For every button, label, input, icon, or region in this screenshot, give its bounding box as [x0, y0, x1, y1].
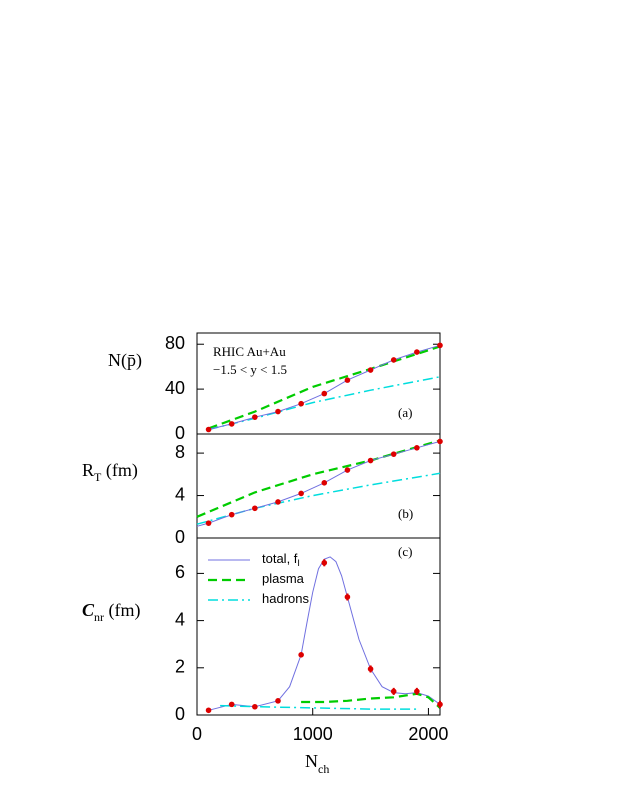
data-point: [321, 390, 328, 397]
data-point: [437, 438, 443, 445]
line: [220, 704, 417, 710]
data-point: [321, 559, 328, 566]
y-tick-label: 2: [175, 657, 185, 677]
x-tick-label: 0: [192, 724, 202, 744]
data-point: [344, 594, 351, 600]
annotation: −1.5 < y < 1.5: [213, 362, 287, 377]
data-point: [437, 342, 443, 349]
x-tick-label: 1000: [293, 724, 333, 744]
data-point: [367, 457, 374, 464]
data-point: [344, 467, 351, 473]
y-tick-label: 4: [175, 609, 185, 629]
panel-label: (a): [398, 405, 412, 420]
data-point: [344, 377, 351, 383]
data-point: [298, 652, 304, 658]
data-point: [414, 349, 420, 355]
data-point: [367, 666, 374, 672]
x-label: Nch: [305, 751, 329, 776]
data-point: [390, 357, 397, 363]
panel-frame: [196, 537, 441, 716]
x-tick-label: 2000: [408, 724, 448, 744]
data-point: [367, 367, 374, 373]
data-point: [390, 451, 397, 457]
data-point: [414, 688, 420, 695]
data-point: [228, 701, 235, 708]
y-label: N(p̄): [108, 350, 142, 371]
data-point: [205, 707, 212, 714]
data-point: [321, 480, 328, 486]
data-point: [252, 414, 258, 420]
line: [301, 692, 441, 709]
data-point: [437, 701, 443, 708]
data-point: [275, 499, 281, 505]
panel-frame: [196, 433, 441, 539]
data-point: [228, 421, 235, 427]
y-tick-label: 40: [165, 378, 185, 398]
y-tick-label: 8: [175, 442, 185, 462]
legend-label: plasma: [262, 571, 305, 586]
line: [208, 556, 441, 711]
panel-label: (b): [398, 506, 413, 521]
data-point: [390, 688, 397, 695]
y-label: Cnr (fm): [82, 600, 141, 624]
y-tick-label: 6: [175, 562, 185, 582]
legend-sub: I: [297, 558, 300, 568]
legend-text: hadrons: [262, 591, 309, 606]
legend-label: hadrons: [262, 591, 309, 606]
y-tick-label: 0: [175, 527, 185, 547]
data-point: [205, 520, 212, 526]
data-point: [275, 698, 281, 704]
data-point: [228, 511, 235, 518]
panel-label: (c): [398, 544, 412, 559]
y-label: RT (fm): [82, 460, 138, 484]
data-point: [275, 408, 281, 415]
legend-label: total, fI: [262, 551, 300, 568]
data-point: [298, 400, 304, 407]
data-point: [298, 490, 304, 497]
y-tick-label: 0: [175, 704, 185, 724]
y-tick-label: 0: [175, 423, 185, 443]
line: [208, 376, 441, 431]
data-point: [205, 426, 212, 433]
data-point: [252, 703, 258, 710]
legend-text: total, f: [262, 551, 298, 566]
annotation: RHIC Au+Au: [213, 344, 286, 359]
line: [196, 440, 441, 527]
data-point: [252, 505, 258, 512]
legend-text: plasma: [262, 571, 305, 586]
data-point: [414, 444, 420, 451]
y-tick-label: 4: [175, 484, 185, 504]
y-tick-label: 80: [165, 333, 185, 353]
